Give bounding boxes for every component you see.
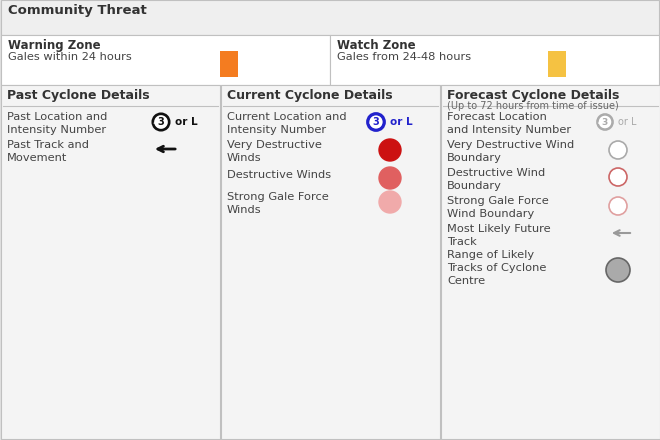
Circle shape bbox=[379, 139, 401, 161]
Text: Warning Zone: Warning Zone bbox=[8, 39, 100, 52]
Circle shape bbox=[597, 114, 613, 130]
Text: Track: Track bbox=[447, 237, 477, 247]
Text: Tracks of Cyclone: Tracks of Cyclone bbox=[447, 263, 546, 273]
Text: and Intensity Number: and Intensity Number bbox=[447, 125, 571, 135]
Text: 3: 3 bbox=[602, 117, 608, 127]
Bar bbox=[1, 35, 330, 85]
Text: Most Likely Future: Most Likely Future bbox=[447, 224, 550, 234]
Text: Current Location and: Current Location and bbox=[227, 112, 346, 122]
Text: (Up to 72 hours from time of issue): (Up to 72 hours from time of issue) bbox=[447, 101, 619, 111]
Text: Forecast Cyclone Details: Forecast Cyclone Details bbox=[447, 89, 619, 102]
Text: Boundary: Boundary bbox=[447, 153, 502, 163]
Text: 3: 3 bbox=[373, 117, 380, 127]
Text: Past Cyclone Details: Past Cyclone Details bbox=[7, 89, 150, 102]
Text: Intensity Number: Intensity Number bbox=[227, 125, 326, 135]
Bar bbox=[1, 0, 659, 35]
Text: Watch Zone: Watch Zone bbox=[337, 39, 416, 52]
Text: Wind Boundary: Wind Boundary bbox=[447, 209, 534, 219]
Circle shape bbox=[152, 114, 170, 131]
Text: Destructive Winds: Destructive Winds bbox=[227, 170, 331, 180]
Bar bbox=[548, 51, 566, 77]
Text: Range of Likely: Range of Likely bbox=[447, 250, 534, 260]
Text: Gales from 24-48 hours: Gales from 24-48 hours bbox=[337, 52, 471, 62]
Circle shape bbox=[379, 167, 401, 189]
Text: Winds: Winds bbox=[227, 153, 261, 163]
Text: Intensity Number: Intensity Number bbox=[7, 125, 106, 135]
Text: Destructive Wind: Destructive Wind bbox=[447, 168, 545, 178]
Text: Very Destructive: Very Destructive bbox=[227, 140, 322, 150]
Circle shape bbox=[606, 258, 630, 282]
Bar bbox=[441, 85, 660, 439]
Text: Community Threat: Community Threat bbox=[8, 4, 147, 17]
Text: 3: 3 bbox=[158, 117, 164, 127]
Text: or L: or L bbox=[618, 117, 636, 127]
Circle shape bbox=[609, 168, 627, 186]
Text: Movement: Movement bbox=[7, 153, 67, 163]
Text: Forecast Location: Forecast Location bbox=[447, 112, 547, 122]
Text: Very Destructive Wind: Very Destructive Wind bbox=[447, 140, 574, 150]
Text: Gales within 24 hours: Gales within 24 hours bbox=[8, 52, 132, 62]
Circle shape bbox=[368, 114, 385, 131]
Text: or L: or L bbox=[390, 117, 412, 127]
Circle shape bbox=[609, 141, 627, 159]
Text: Past Location and: Past Location and bbox=[7, 112, 108, 122]
Text: or L: or L bbox=[175, 117, 197, 127]
Text: Current Cyclone Details: Current Cyclone Details bbox=[227, 89, 393, 102]
Bar bbox=[330, 35, 659, 85]
Circle shape bbox=[609, 197, 627, 215]
Bar bbox=[221, 85, 440, 439]
Text: Strong Gale Force: Strong Gale Force bbox=[447, 196, 548, 206]
Bar bbox=[220, 51, 238, 77]
Text: Winds: Winds bbox=[227, 205, 261, 215]
Text: Past Track and: Past Track and bbox=[7, 140, 89, 150]
Circle shape bbox=[379, 191, 401, 213]
Text: Boundary: Boundary bbox=[447, 181, 502, 191]
Text: Strong Gale Force: Strong Gale Force bbox=[227, 192, 329, 202]
Text: Centre: Centre bbox=[447, 276, 485, 286]
Bar bbox=[1, 85, 220, 439]
